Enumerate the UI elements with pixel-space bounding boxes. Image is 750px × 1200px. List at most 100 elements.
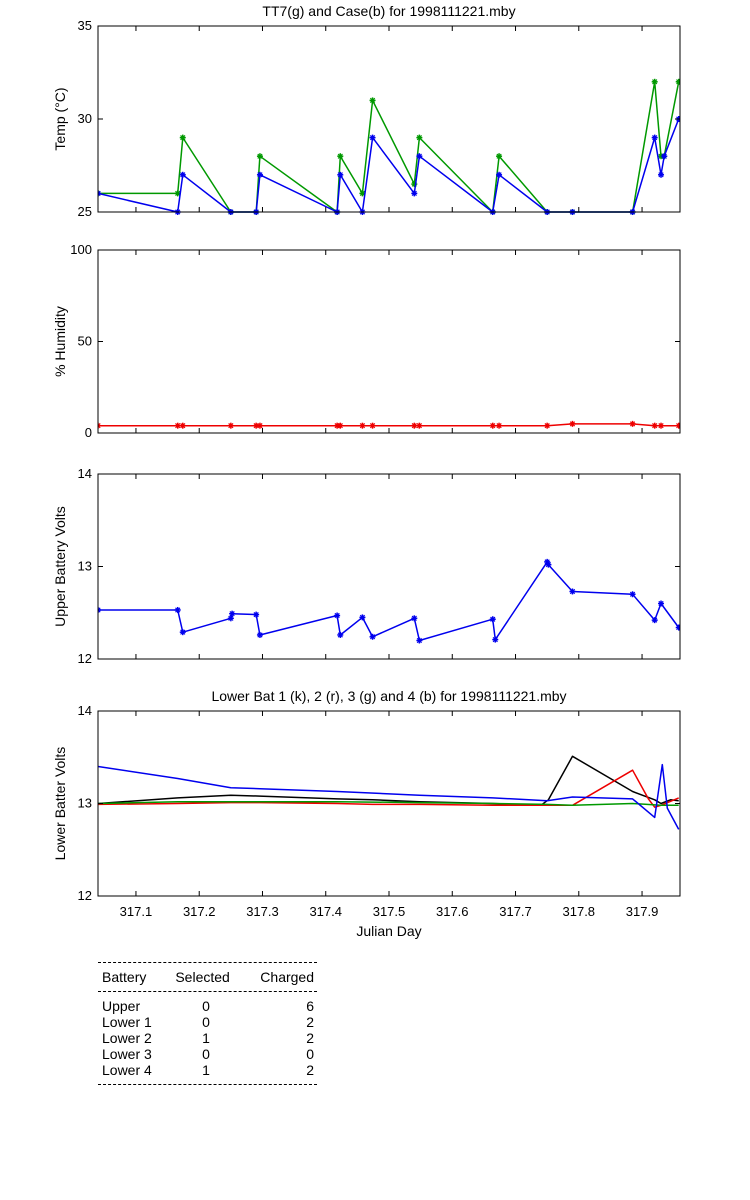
data-point [629, 420, 636, 427]
data-point [227, 615, 234, 622]
data-point [179, 422, 186, 429]
table-row: Upper 0 6 [98, 998, 317, 1014]
y-tick-label: 14 [78, 466, 92, 481]
data-point [496, 422, 503, 429]
x-tick-label: 317.4 [309, 904, 342, 919]
data-point [174, 422, 181, 429]
data-point [98, 422, 101, 429]
battery-name: Lower 1 [102, 1014, 152, 1030]
chart-title: Lower Bat 1 (k), 2 (r), 3 (g) and 4 (b) … [211, 688, 566, 704]
data-point [658, 422, 665, 429]
y-axis-label: % Humidity [52, 306, 68, 377]
data-point [629, 591, 636, 598]
table-rule [98, 962, 317, 963]
chart-panel-3: 12 13 14 Upper Battery Volts [52, 466, 681, 666]
battery-name: Upper [102, 998, 141, 1014]
data-point [369, 422, 376, 429]
figure: 25 30 35 TT7(g) and Case(b) for 1998111221.… [52, 3, 681, 939]
battery-selected: 1 [202, 1062, 210, 1078]
data-point [256, 631, 263, 638]
x-tick-label: 317.1 [120, 904, 153, 919]
data-point [492, 636, 499, 643]
chart-title: TT7(g) and Case(b) for 1998111221.mby [262, 3, 515, 19]
data-point [651, 78, 658, 85]
data-point [675, 624, 680, 631]
battery-selected: 0 [202, 998, 210, 1014]
series-group [98, 755, 680, 830]
table-rule [98, 1084, 317, 1085]
y-tick-label: 30 [78, 111, 92, 126]
x-tick-label: 317.6 [436, 904, 469, 919]
data-point [489, 616, 496, 623]
battery-selected: 0 [202, 1014, 210, 1030]
y-tick-label: 25 [78, 204, 92, 219]
table-header: Battery Selected Charged [98, 963, 317, 991]
data-point [359, 422, 366, 429]
data-point [661, 153, 668, 160]
data-point [256, 153, 263, 160]
data-point [496, 153, 503, 160]
battery-name: Lower 2 [102, 1030, 152, 1046]
battery-selected: 0 [202, 1046, 210, 1062]
data-point [489, 422, 496, 429]
data-point [369, 97, 376, 104]
y-tick-label: 35 [78, 18, 92, 33]
data-point [227, 422, 234, 429]
data-point [369, 134, 376, 141]
data-point [337, 631, 344, 638]
chart-panel-1: 25 30 35 TT7(g) and Case(b) for 1998111221.… [52, 3, 681, 219]
data-point [337, 153, 344, 160]
data-point [253, 611, 260, 618]
chart-panel-4: 12 13 14 317.1 317.2 317.3 317.4 317.5 317.6 317.… [52, 688, 681, 939]
battery-charged: 6 [306, 998, 314, 1014]
data-point [651, 134, 658, 141]
data-point [98, 606, 101, 613]
y-tick-label: 13 [78, 559, 92, 574]
data-point [179, 134, 186, 141]
y-tick-label: 100 [70, 242, 92, 257]
y-tick-label: 13 [78, 796, 92, 811]
table-row: Lower 4 1 2 [98, 1062, 317, 1078]
battery-charged: 2 [306, 1062, 314, 1078]
battery-name: Lower 4 [102, 1062, 152, 1078]
x-tick-label: 317.9 [626, 904, 659, 919]
data-point [658, 171, 665, 178]
data-point [256, 171, 263, 178]
y-tick-label: 12 [78, 888, 92, 903]
battery-charged: 2 [306, 1030, 314, 1046]
data-point [179, 171, 186, 178]
header-charged: Charged [260, 969, 314, 985]
data-point [337, 171, 344, 178]
series-group [98, 420, 680, 429]
y-tick-label: 14 [78, 703, 92, 718]
y-tick-label: 0 [85, 425, 92, 440]
data-point [416, 153, 423, 160]
header-selected: Selected [175, 969, 230, 985]
data-point [569, 420, 576, 427]
table-row: Lower 2 1 2 [98, 1030, 317, 1046]
series-line-4 [98, 763, 680, 830]
data-point [675, 422, 680, 429]
data-point [545, 561, 552, 568]
series-line-1 [98, 561, 680, 642]
x-tick-label: 317.5 [373, 904, 406, 919]
data-point [359, 190, 366, 197]
battery-selected: 1 [202, 1030, 210, 1046]
data-point [651, 617, 658, 624]
data-point [359, 614, 366, 621]
data-point [416, 637, 423, 644]
x-axis-label: Julian Day [356, 923, 421, 939]
battery-charged: 0 [306, 1046, 314, 1062]
data-point [658, 600, 665, 607]
battery-table: Battery Selected Charged Upper 0 6 Lower… [98, 962, 317, 1085]
series-group [98, 558, 680, 644]
data-point [411, 190, 418, 197]
y-tick-label: 12 [78, 651, 92, 666]
data-point [651, 422, 658, 429]
series-line-1 [98, 423, 679, 427]
data-point [416, 134, 423, 141]
data-point [369, 633, 376, 640]
data-point [337, 422, 344, 429]
data-point [334, 612, 341, 619]
y-axis-label: Upper Battery Volts [52, 506, 68, 627]
